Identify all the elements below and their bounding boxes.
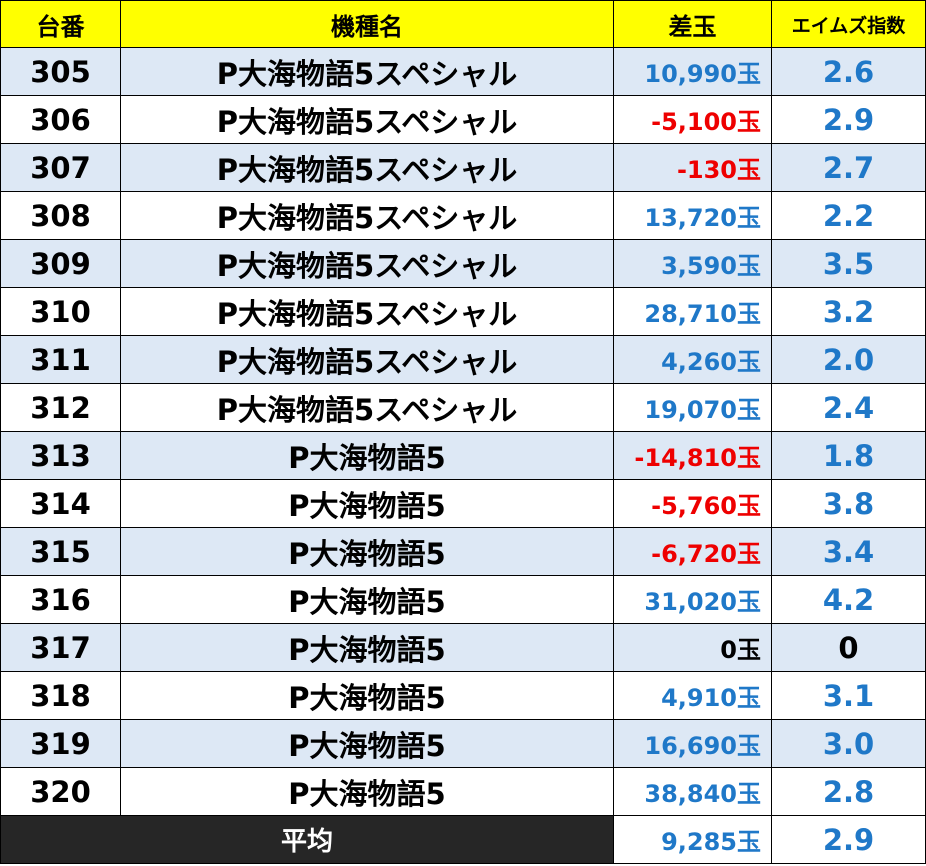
table-row: 307 P大海物語5スペシャル -130玉 2.7: [0, 143, 926, 192]
table-row: 314 P大海物語5 -5,760玉 3.8: [0, 479, 926, 528]
header-model: 機種名: [120, 0, 614, 48]
diff-cell: -5,100玉: [613, 95, 772, 144]
average-index: 2.9: [771, 815, 926, 864]
unit-cell: 311: [0, 335, 121, 384]
diff-cell: 31,020玉: [613, 575, 772, 624]
diff-cell: 4,260玉: [613, 335, 772, 384]
table-row: 311 P大海物語5スペシャル 4,260玉 2.0: [0, 335, 926, 384]
index-cell: 3.0: [771, 719, 926, 768]
unit-cell: 319: [0, 719, 121, 768]
model-cell: P大海物語5スペシャル: [120, 335, 614, 384]
unit-cell: 306: [0, 95, 121, 144]
model-cell: P大海物語5: [120, 431, 614, 480]
diff-cell: 38,840玉: [613, 767, 772, 816]
index-cell: 1.8: [771, 431, 926, 480]
unit-cell: 313: [0, 431, 121, 480]
diff-cell: -5,760玉: [613, 479, 772, 528]
diff-cell: -14,810玉: [613, 431, 772, 480]
diff-cell: 3,590玉: [613, 239, 772, 288]
unit-cell: 308: [0, 191, 121, 240]
unit-cell: 318: [0, 671, 121, 720]
unit-cell: 316: [0, 575, 121, 624]
index-cell: 2.0: [771, 335, 926, 384]
model-cell: P大海物語5: [120, 719, 614, 768]
index-cell: 3.5: [771, 239, 926, 288]
diff-cell: 0玉: [613, 623, 772, 672]
diff-cell: 16,690玉: [613, 719, 772, 768]
table-row: 305 P大海物語5スペシャル 10,990玉 2.6: [0, 47, 926, 96]
index-cell: 0: [771, 623, 926, 672]
table-row: 308 P大海物語5スペシャル 13,720玉 2.2: [0, 191, 926, 240]
model-cell: P大海物語5スペシャル: [120, 143, 614, 192]
table-row: 306 P大海物語5スペシャル -5,100玉 2.9: [0, 95, 926, 144]
model-cell: P大海物語5: [120, 671, 614, 720]
diff-cell: 10,990玉: [613, 47, 772, 96]
index-cell: 2.8: [771, 767, 926, 816]
model-cell: P大海物語5スペシャル: [120, 287, 614, 336]
table-row: 309 P大海物語5スペシャル 3,590玉 3.5: [0, 239, 926, 288]
unit-cell: 312: [0, 383, 121, 432]
unit-cell: 307: [0, 143, 121, 192]
table-row: 315 P大海物語5 -6,720玉 3.4: [0, 527, 926, 576]
table-row: 318 P大海物語5 4,910玉 3.1: [0, 671, 926, 720]
index-cell: 2.4: [771, 383, 926, 432]
diff-cell: 4,910玉: [613, 671, 772, 720]
header-diff: 差玉: [613, 0, 772, 48]
diff-cell: -6,720玉: [613, 527, 772, 576]
header-index: エイムズ指数: [771, 0, 926, 48]
unit-cell: 305: [0, 47, 121, 96]
table-body: 305 P大海物語5スペシャル 10,990玉 2.6 306 P大海物語5スペシャル -5…: [0, 47, 926, 816]
model-cell: P大海物語5スペシャル: [120, 239, 614, 288]
table-row: 310 P大海物語5スペシャル 28,710玉 3.2: [0, 287, 926, 336]
unit-cell: 317: [0, 623, 121, 672]
average-diff: 9,285玉: [613, 815, 772, 864]
table-header: 台番 機種名 差玉 エイムズ指数: [0, 0, 926, 48]
index-cell: 3.4: [771, 527, 926, 576]
index-cell: 3.1: [771, 671, 926, 720]
model-cell: P大海物語5: [120, 623, 614, 672]
index-cell: 2.7: [771, 143, 926, 192]
index-cell: 2.9: [771, 95, 926, 144]
diff-cell: 13,720玉: [613, 191, 772, 240]
index-cell: 2.6: [771, 47, 926, 96]
table-row: 316 P大海物語5 31,020玉 4.2: [0, 575, 926, 624]
header-unit: 台番: [0, 0, 121, 48]
unit-cell: 315: [0, 527, 121, 576]
index-cell: 3.2: [771, 287, 926, 336]
index-cell: 3.8: [771, 479, 926, 528]
diff-cell: 19,070玉: [613, 383, 772, 432]
diff-cell: -130玉: [613, 143, 772, 192]
unit-cell: 310: [0, 287, 121, 336]
average-label: 平均: [0, 815, 614, 864]
table-row: 320 P大海物語5 38,840玉 2.8: [0, 767, 926, 816]
model-cell: P大海物語5スペシャル: [120, 383, 614, 432]
model-cell: P大海物語5スペシャル: [120, 47, 614, 96]
table-row: 317 P大海物語5 0玉 0: [0, 623, 926, 672]
model-cell: P大海物語5: [120, 479, 614, 528]
table-footer: 平均 9,285玉 2.9: [0, 815, 926, 864]
table-row: 312 P大海物語5スペシャル 19,070玉 2.4: [0, 383, 926, 432]
diff-cell: 28,710玉: [613, 287, 772, 336]
table-row: 319 P大海物語5 16,690玉 3.0: [0, 719, 926, 768]
model-cell: P大海物語5スペシャル: [120, 95, 614, 144]
model-cell: P大海物語5スペシャル: [120, 191, 614, 240]
table-row: 313 P大海物語5 -14,810玉 1.8: [0, 431, 926, 480]
model-cell: P大海物語5: [120, 575, 614, 624]
unit-cell: 309: [0, 239, 121, 288]
model-cell: P大海物語5: [120, 767, 614, 816]
unit-cell: 314: [0, 479, 121, 528]
unit-cell: 320: [0, 767, 121, 816]
index-cell: 4.2: [771, 575, 926, 624]
average-row: 平均 9,285玉 2.9: [0, 815, 926, 864]
model-cell: P大海物語5: [120, 527, 614, 576]
index-cell: 2.2: [771, 191, 926, 240]
header-row: 台番 機種名 差玉 エイムズ指数: [0, 0, 926, 48]
